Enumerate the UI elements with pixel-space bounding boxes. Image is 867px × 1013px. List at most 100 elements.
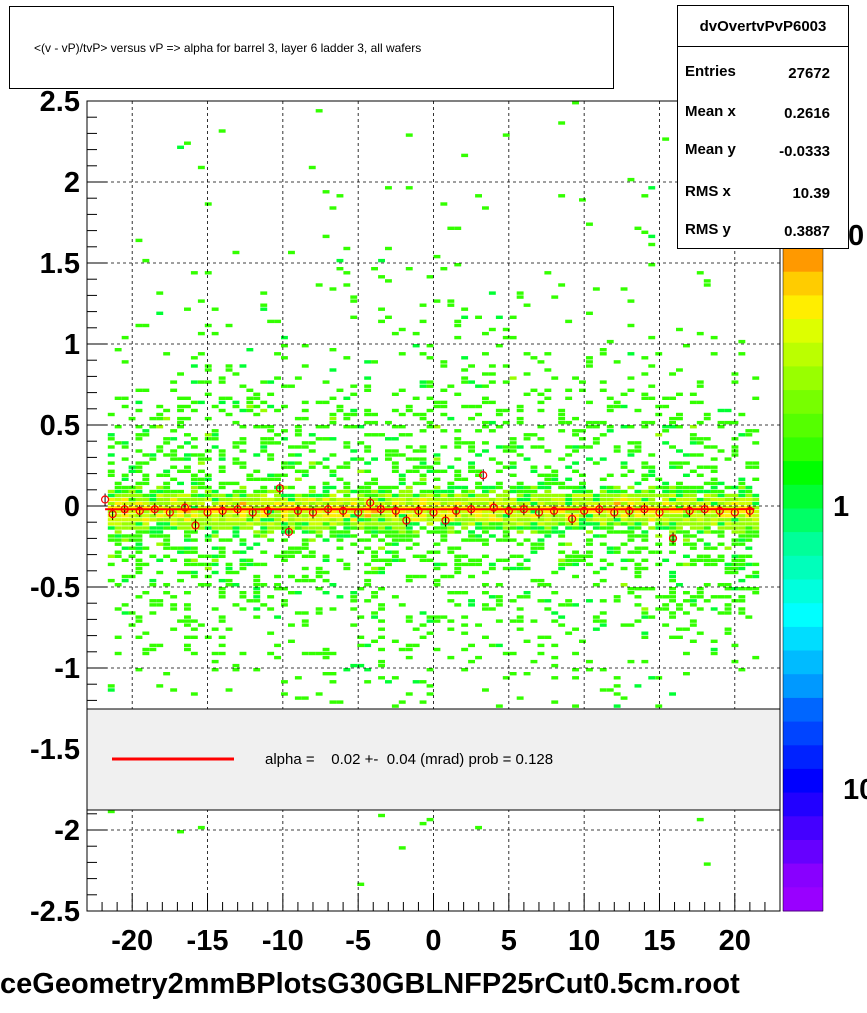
- heatmap-cell: [634, 574, 642, 579]
- heatmap-cell: [648, 465, 656, 469]
- heatmap-cell: [509, 538, 517, 542]
- heatmap-cell: [322, 558, 330, 562]
- heatmap-cell: [703, 514, 711, 518]
- heatmap-cell: [177, 425, 184, 429]
- heatmap-cell: [391, 558, 399, 562]
- heatmap-cell: [495, 526, 503, 530]
- heatmap-cell: [225, 514, 233, 518]
- heatmap-cell: [114, 497, 122, 502]
- heatmap-cell: [426, 469, 434, 473]
- heatmap-cell: [225, 506, 233, 510]
- heatmap-cell: [308, 530, 316, 534]
- heatmap-cell: [703, 465, 711, 469]
- heatmap-cell: [288, 506, 295, 510]
- heatmap-cell: [724, 570, 732, 575]
- heatmap-cell: [149, 530, 157, 534]
- heatmap-cell: [433, 562, 441, 567]
- heatmap-cell: [156, 485, 164, 490]
- heatmap-cell: [184, 501, 191, 506]
- heatmap-cell: [641, 631, 649, 635]
- heatmap-cell: [440, 469, 448, 473]
- heatmap-cell: [710, 546, 718, 550]
- heatmap-cell: [246, 348, 254, 352]
- heatmap-cell: [246, 396, 254, 400]
- heatmap-cell: [710, 522, 718, 526]
- heatmap-cell: [267, 453, 275, 457]
- heatmap-cell: [572, 416, 579, 421]
- heatmap-cell: [301, 445, 309, 449]
- heatmap-cell: [537, 506, 545, 510]
- heatmap-cell: [197, 165, 205, 170]
- heatmap-cell: [620, 623, 628, 627]
- palette-band: [783, 840, 823, 865]
- heatmap-cell: [523, 437, 531, 441]
- heatmap-cell: [391, 542, 399, 546]
- heatmap-cell: [225, 396, 233, 400]
- heatmap-cell: [315, 566, 323, 571]
- heatmap-cell: [662, 481, 670, 486]
- heatmap-cell: [648, 473, 656, 477]
- heatmap-cell: [274, 518, 281, 522]
- heatmap-cell: [190, 510, 198, 514]
- heatmap-cell: [627, 493, 635, 498]
- heatmap-cell: [329, 651, 337, 656]
- heatmap-cell: [696, 510, 704, 514]
- heatmap-cell: [655, 607, 663, 611]
- heatmap-cell: [267, 319, 275, 324]
- heatmap-cell: [170, 497, 178, 502]
- heatmap-cell: [163, 501, 171, 506]
- heatmap-cell: [107, 501, 115, 506]
- heatmap-cell: [121, 514, 129, 518]
- heatmap-cell: [558, 420, 566, 425]
- palette-band: [783, 768, 823, 794]
- heatmap-cell: [724, 485, 732, 490]
- heatmap-cell: [350, 526, 358, 530]
- heatmap-cell: [537, 583, 545, 587]
- profile-point: [108, 509, 117, 519]
- heatmap-cell: [260, 408, 268, 413]
- heatmap-cell: [308, 433, 316, 437]
- heatmap-cell: [177, 830, 184, 834]
- heatmap-cell: [218, 522, 226, 526]
- heatmap-cell: [308, 518, 316, 522]
- heatmap-cell: [482, 489, 489, 494]
- heatmap-cell: [107, 433, 115, 437]
- heatmap-cell: [689, 562, 697, 567]
- heatmap-cell: [350, 497, 358, 502]
- heatmap-cell: [114, 554, 122, 558]
- heatmap-cell: [253, 493, 261, 498]
- heatmap-cell: [752, 441, 760, 445]
- heatmap-cell: [260, 550, 268, 554]
- x-tick-label: -10: [262, 925, 304, 957]
- heatmap-cell: [135, 485, 143, 490]
- heatmap-cell: [482, 425, 489, 429]
- heatmap-cell: [565, 631, 573, 635]
- heatmap-cell: [461, 631, 469, 635]
- heatmap-cell: [239, 408, 247, 413]
- heatmap-cell: [391, 704, 399, 708]
- heatmap-cell: [301, 469, 309, 473]
- heatmap-cell: [440, 388, 448, 392]
- heatmap-cell: [703, 526, 711, 530]
- heatmap-cell: [329, 506, 337, 510]
- heatmap-cell: [385, 279, 392, 283]
- heatmap-cell: [281, 558, 288, 562]
- heatmap-cell: [586, 425, 593, 429]
- heatmap-cell: [572, 514, 579, 518]
- heatmap-cell: [426, 514, 434, 518]
- heatmap-cell: [641, 194, 649, 198]
- heatmap-cell: [752, 465, 760, 469]
- heatmap-cell: [391, 425, 399, 429]
- heatmap-cell: [468, 659, 475, 664]
- heatmap-cell: [253, 599, 261, 603]
- heatmap-cell: [121, 603, 129, 607]
- heatmap-cell: [197, 380, 205, 384]
- heatmap-cell: [738, 607, 746, 611]
- heatmap-cell: [558, 412, 566, 417]
- heatmap-cell: [544, 477, 552, 481]
- heatmap-cell: [620, 461, 628, 465]
- heatmap-cell: [502, 676, 510, 680]
- heatmap-cell: [676, 635, 683, 639]
- heatmap-cell: [599, 457, 607, 461]
- heatmap-cell: [371, 550, 378, 554]
